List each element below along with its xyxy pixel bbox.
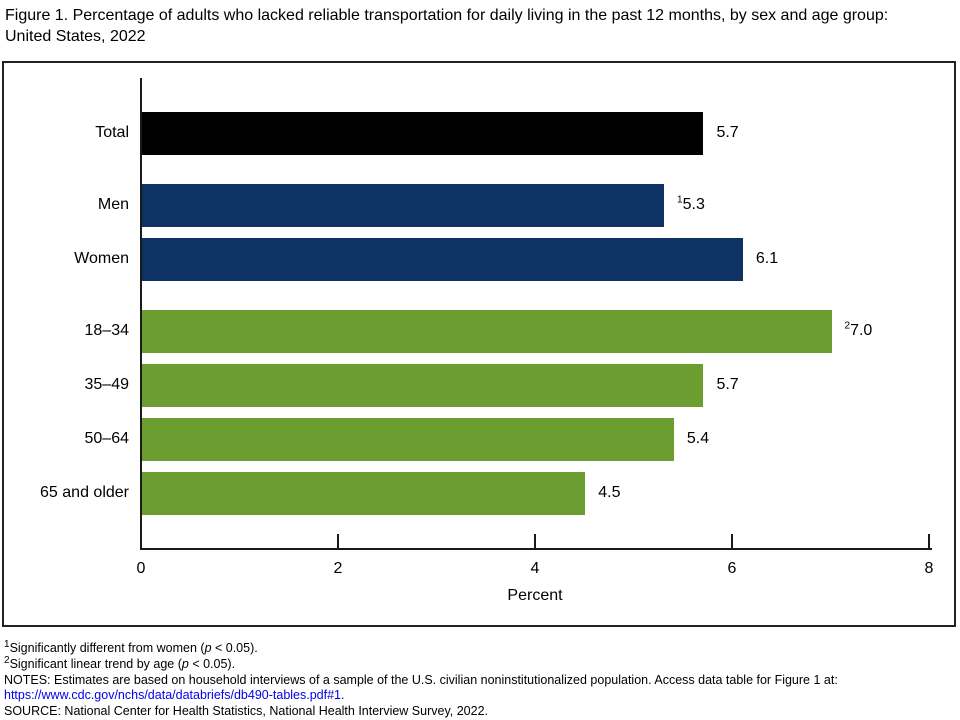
tick-mark [731,534,733,548]
bar-row: 65 and older 4.5 [4,466,954,520]
bar-age [142,309,832,353]
bar-sex [142,237,743,281]
footnote-2: 2Significant linear trend by age (p < 0.… [4,654,236,671]
tick-label: 8 [924,560,934,577]
bar-sex [142,183,665,227]
footnote-1: 1Significantly different from women (p <… [4,638,258,655]
bar-row: Total 5.7 [4,106,954,160]
value-label: 27.0 [844,320,873,339]
category-label: 35–49 [84,376,130,393]
footnotes-block: 1Significantly different from women (p <… [4,638,954,720]
bar-total [142,111,704,155]
value-label: 15.3 [677,194,705,213]
tick-mark [928,534,930,548]
bar-row: 18–34 27.0 [4,304,954,358]
category-label: Men [97,196,129,213]
value-label: 6.1 [755,250,779,267]
bar-row: Men 15.3 [4,178,954,232]
bar-age [142,417,674,461]
source-text: SOURCE: National Center for Health Stati… [4,704,489,719]
bar-age [142,363,704,407]
tick-mark [534,534,536,548]
tick-mark [337,534,339,548]
value-label: 5.7 [716,376,739,393]
value-label: 4.5 [598,484,621,501]
bar-age [142,471,586,515]
category-label: 65 and older [40,484,129,501]
value-label: 5.4 [686,430,710,447]
bar-row: 50–64 5.4 [4,412,954,466]
tick-label: 2 [333,560,343,577]
tick-label: 4 [530,560,540,577]
category-label: Women [74,250,129,267]
category-label: Total [95,124,129,141]
notes-text: NOTES: Estimates are based on household … [4,672,838,687]
x-axis-title: Percent [507,587,563,604]
bar-rows: Total 5.7 Men 15.3 Women 6.1 18–34 27.0 35–49 5.7… [4,106,954,520]
x-axis-line [140,548,932,550]
y-axis-line [140,78,142,550]
figure-title: Figure 1. Percentage of adults who lacke… [5,7,889,45]
value-label: 5.7 [716,124,739,141]
bar-row: 35–49 5.7 [4,358,954,412]
category-label: 50–64 [84,430,130,447]
group-gap [4,160,954,178]
data-table-link[interactable]: https://www.cdc.gov/nchs/data/databriefs… [4,688,345,703]
bar-row: Women 6.1 [4,232,954,286]
tick-label: 6 [727,560,737,577]
tick-label: 0 [136,560,146,577]
group-gap [4,286,954,304]
category-label: 18–34 [84,322,130,339]
chart-frame: 0 2 4 6 8 Percent Total 5.7 Men 15.3 Women 6.1 18–… [2,61,956,627]
